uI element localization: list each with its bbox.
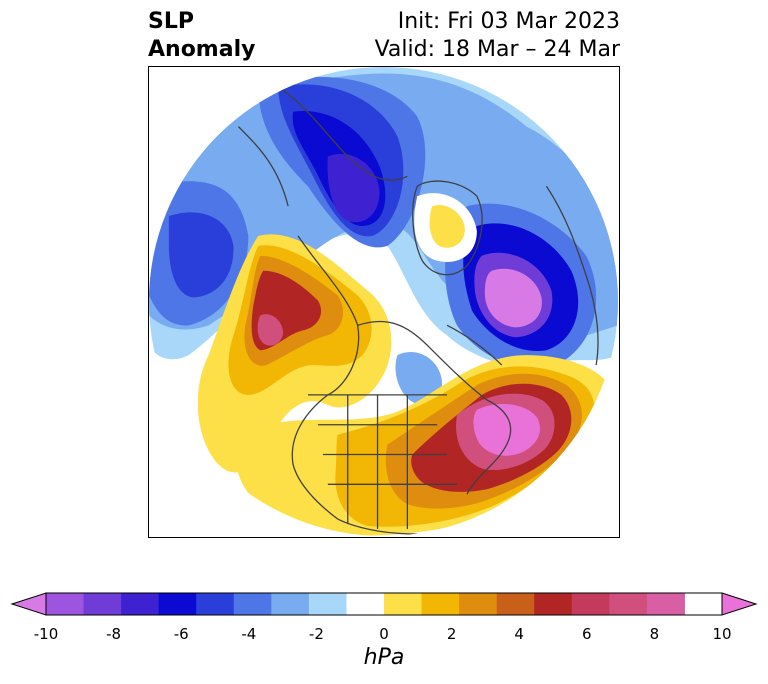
variable-label: SLP: [148, 9, 194, 34]
colorbar-bin: [233, 593, 272, 615]
colorbar-tick-label: 10: [712, 625, 732, 643]
colorbar-extension-low: [10, 592, 47, 616]
colorbar-bin: [534, 593, 573, 615]
colorbar-bin: [83, 593, 122, 615]
colorbar-bin: [121, 593, 160, 615]
colorbar-bin: [346, 593, 385, 615]
map-panel: [148, 66, 620, 538]
positive-anomaly-region: [429, 205, 465, 248]
colorbar-unit: hPa: [363, 645, 405, 670]
positive-anomaly-region: [473, 403, 541, 456]
colorbar-tick-label: -2: [308, 625, 324, 643]
colorbar-tick-label: -6: [173, 625, 189, 643]
anomaly-map: [149, 67, 618, 536]
colorbar-bin: [571, 593, 610, 615]
colorbar-outline: [45, 592, 723, 616]
colorbar-bin: [609, 593, 648, 615]
negative-anomaly-region: [327, 153, 380, 223]
valid-range: Valid: 18 Mar – 24 Mar: [374, 37, 620, 62]
colorbar-bin: [384, 593, 423, 615]
positive-anomaly-region: [257, 314, 284, 346]
map-title: SLP Anomaly: [148, 8, 255, 64]
negative-anomaly-region: [484, 268, 542, 328]
anomaly-label: Anomaly: [148, 37, 256, 62]
colorbar-bin: [646, 593, 685, 615]
colorbar-tick-label: -4: [241, 625, 257, 643]
colorbar-tick-label: 0: [379, 625, 389, 643]
colorbar-extension-high: [721, 592, 758, 616]
colorbar-bin: [459, 593, 498, 615]
colorbar-bin: [308, 593, 347, 615]
map-subtitle: Init: Fri 03 Mar 2023 Valid: 18 Mar – 24…: [375, 8, 620, 64]
colorbar-bin: [46, 593, 85, 615]
init-date: Init: Fri 03 Mar 2023: [397, 9, 620, 34]
colorbar-bin: [421, 593, 460, 615]
colorbar-bin: [196, 593, 235, 615]
colorbar-tick-label: -10: [33, 625, 59, 643]
colorbar-bin: [158, 593, 197, 615]
colorbar-bin: [271, 593, 310, 615]
negative-anomaly-region: [168, 212, 234, 298]
colorbar-tick-label: 8: [649, 625, 660, 643]
colorbar-tick-label: 2: [446, 625, 457, 643]
colorbar-tick-label: 6: [582, 625, 592, 643]
negative-anomaly-region: [395, 352, 443, 405]
colorbar-bin: [496, 593, 535, 615]
colorbar-tick-label: -8: [106, 625, 122, 643]
colorbar-tick-label: 4: [514, 625, 524, 643]
colorbar: [10, 592, 758, 616]
coastlines: [237, 76, 617, 535]
